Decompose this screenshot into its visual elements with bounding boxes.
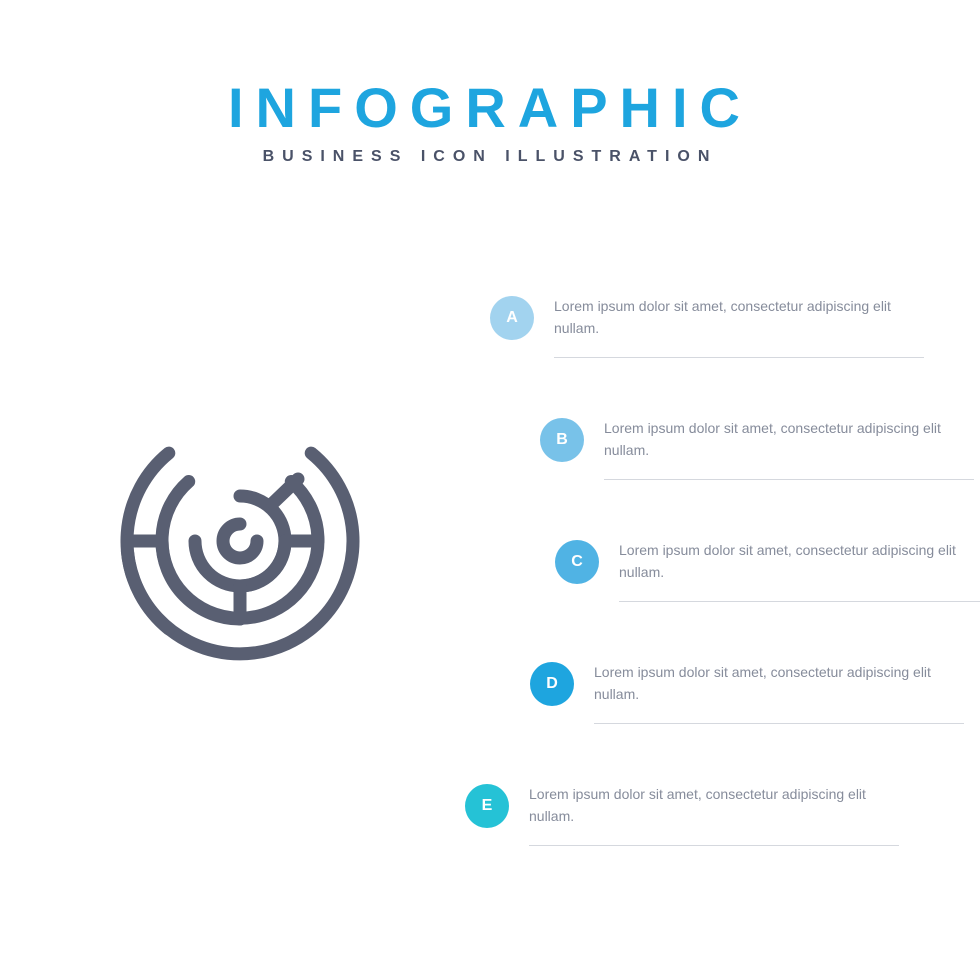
header: INFOGRAPHIC BUSINESS ICON ILLUSTRATION: [0, 0, 980, 166]
step-text-a: Lorem ipsum dolor sit amet, consectetur …: [554, 296, 924, 358]
step-c: C Lorem ipsum dolor sit amet, consectetu…: [555, 540, 980, 602]
step-a: A Lorem ipsum dolor sit amet, consectetu…: [490, 296, 924, 358]
page-title: INFOGRAPHIC: [0, 75, 980, 140]
step-d: D Lorem ipsum dolor sit amet, consectetu…: [530, 662, 964, 724]
step-bullet-b: B: [540, 418, 584, 462]
step-e: E Lorem ipsum dolor sit amet, consectetu…: [465, 784, 899, 846]
step-bullet-e: E: [465, 784, 509, 828]
step-bullet-c: C: [555, 540, 599, 584]
steps-list: A Lorem ipsum dolor sit amet, consectetu…: [0, 166, 980, 966]
step-text-b: Lorem ipsum dolor sit amet, consectetur …: [604, 418, 974, 480]
step-desc: Lorem ipsum dolor sit amet, consectetur …: [554, 296, 924, 339]
step-text-c: Lorem ipsum dolor sit amet, consectetur …: [619, 540, 980, 602]
step-desc: Lorem ipsum dolor sit amet, consectetur …: [604, 418, 974, 461]
main-area: A Lorem ipsum dolor sit amet, consectetu…: [0, 166, 980, 966]
step-bullet-d: D: [530, 662, 574, 706]
step-desc: Lorem ipsum dolor sit amet, consectetur …: [619, 540, 980, 583]
step-desc: Lorem ipsum dolor sit amet, consectetur …: [529, 784, 899, 827]
step-desc: Lorem ipsum dolor sit amet, consectetur …: [594, 662, 964, 705]
step-b: B Lorem ipsum dolor sit amet, consectetu…: [540, 418, 974, 480]
step-text-e: Lorem ipsum dolor sit amet, consectetur …: [529, 784, 899, 846]
page-subtitle: BUSINESS ICON ILLUSTRATION: [0, 148, 980, 166]
step-text-d: Lorem ipsum dolor sit amet, consectetur …: [594, 662, 964, 724]
step-bullet-a: A: [490, 296, 534, 340]
